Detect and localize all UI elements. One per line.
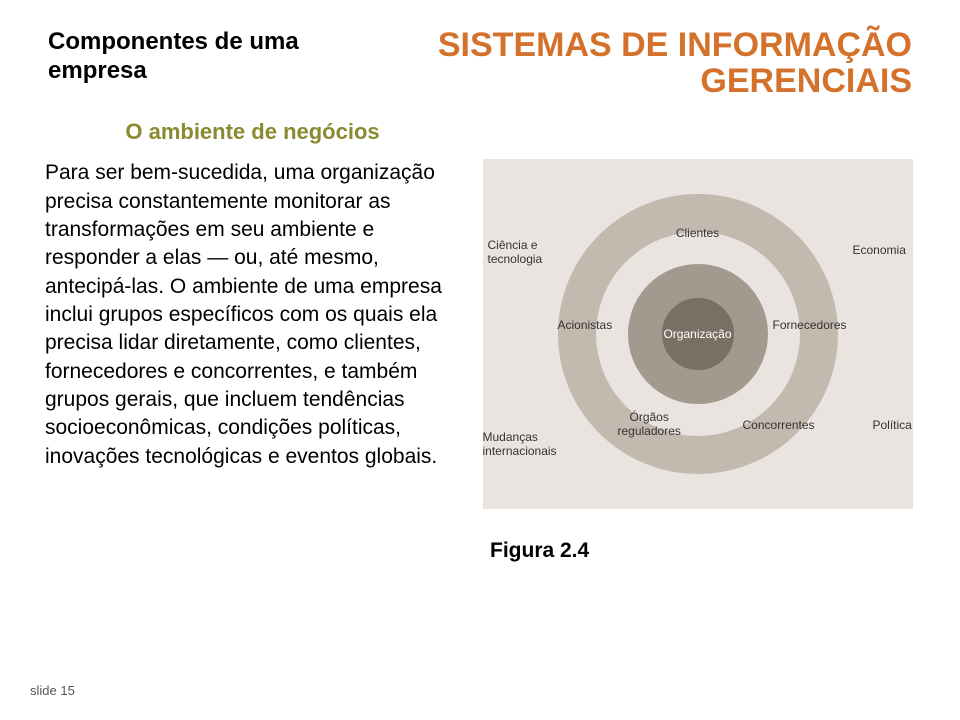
deck-brand: SISTEMAS DE INFORMAÇÃO GERENCIAIS [438, 28, 912, 99]
inner-label-left: Acionistas [558, 319, 613, 333]
outer-label-top-right: Economia [853, 244, 906, 258]
inner-label-bottom-left: Órgãos reguladores [618, 411, 681, 439]
slide-number: slide 15 [30, 683, 75, 698]
environment-diagram: Organização Clientes Fornecedores Concor… [483, 159, 913, 509]
body-paragraph: Para ser bem-sucedida, uma organização p… [45, 159, 460, 471]
inner-label-right: Fornecedores [773, 319, 847, 333]
outer-label-top-left: Ciência e tecnologia [488, 239, 543, 267]
section-subtitle: O ambiente de negócios [45, 119, 460, 145]
figure-caption: Figura 2.4 [480, 539, 589, 563]
brand-line-2: GERENCIAIS [700, 62, 912, 100]
outer-label-right: Política [873, 419, 912, 433]
brand-line-1: SISTEMAS DE INFORMAÇÃO [438, 26, 912, 64]
inner-label-bottom: Concorrentes [743, 419, 815, 433]
slide-title: Componentes de uma empresa [48, 28, 299, 86]
outer-label-bottom-left: Mudanças internacionais [483, 431, 557, 459]
inner-label-top: Clientes [676, 227, 719, 241]
title-line-2: empresa [48, 57, 147, 84]
title-line-1: Componentes de uma [48, 28, 299, 55]
diagram-core-label: Organização [663, 327, 731, 341]
